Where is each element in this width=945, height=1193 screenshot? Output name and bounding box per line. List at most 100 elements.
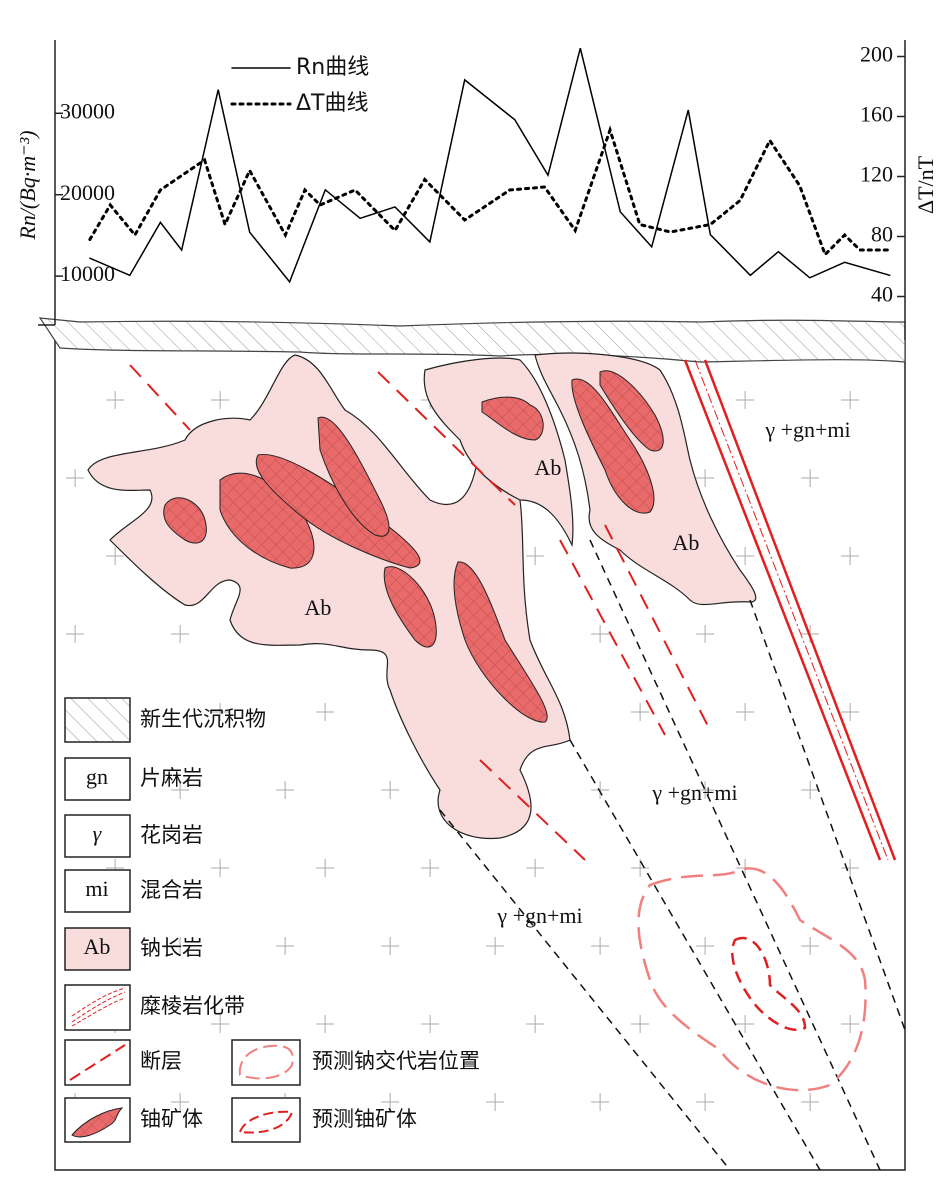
section-frame bbox=[54, 325, 906, 1171]
cross bbox=[736, 703, 755, 721]
cross bbox=[591, 781, 610, 799]
cross bbox=[211, 859, 230, 877]
y-tick-label: 30000 bbox=[60, 98, 115, 123]
legend-symbol: γ bbox=[93, 821, 103, 846]
y2-axis-label: ΔT/nT bbox=[913, 155, 938, 214]
albitite bbox=[87, 354, 571, 840]
cross bbox=[801, 1093, 820, 1111]
cross bbox=[171, 937, 190, 955]
cross bbox=[736, 391, 755, 409]
fault bbox=[129, 364, 191, 431]
ore-body bbox=[453, 561, 548, 723]
mylonite-zone bbox=[683, 359, 897, 861]
legend-swatch bbox=[64, 869, 131, 913]
cross bbox=[591, 937, 610, 955]
rock-label: γ +gn+mi bbox=[651, 780, 737, 805]
rock-label: Ab bbox=[673, 530, 700, 555]
y2-tick-label: 200 bbox=[860, 42, 893, 67]
cross bbox=[631, 1015, 650, 1033]
cross bbox=[526, 859, 545, 877]
cross bbox=[66, 625, 85, 643]
cross bbox=[106, 391, 125, 409]
legend-label: 断层 bbox=[140, 1049, 182, 1073]
data-line bbox=[89, 47, 891, 284]
cross bbox=[526, 547, 545, 565]
cross bbox=[276, 937, 295, 955]
ore-body bbox=[383, 566, 437, 648]
legend-label: 花岗岩 bbox=[140, 823, 203, 847]
y-tick-label: 20000 bbox=[60, 180, 115, 205]
cross bbox=[631, 703, 650, 721]
ore-body bbox=[255, 453, 421, 569]
legend-label: ΔT曲线 bbox=[296, 91, 369, 116]
cross bbox=[486, 1093, 505, 1111]
cross bbox=[316, 1015, 335, 1033]
cross bbox=[171, 781, 190, 799]
sediment-layer bbox=[38, 317, 906, 363]
cross bbox=[106, 547, 125, 565]
legend-label: 预测钠交代岩位置 bbox=[312, 1049, 480, 1073]
legend bbox=[64, 697, 301, 1143]
cross bbox=[211, 1015, 230, 1033]
cross bbox=[381, 1093, 400, 1111]
fault bbox=[559, 539, 666, 736]
cross bbox=[591, 1093, 610, 1111]
predicted-albitite bbox=[637, 867, 867, 1092]
cross bbox=[276, 781, 295, 799]
ore-body bbox=[219, 472, 315, 569]
cross bbox=[591, 625, 610, 643]
legend-symbol: mi bbox=[85, 876, 108, 901]
cross bbox=[486, 937, 505, 955]
cross bbox=[526, 1015, 545, 1033]
legend-swatch bbox=[64, 757, 131, 801]
cross bbox=[696, 781, 715, 799]
cross bbox=[211, 703, 230, 721]
fault bbox=[604, 524, 711, 731]
legend-label: 新生代沉积物 bbox=[140, 707, 266, 731]
legend-label: 铀矿体 bbox=[140, 1107, 203, 1131]
cross bbox=[316, 703, 335, 721]
legend-swatch bbox=[64, 814, 131, 858]
y2-tick-label: 120 bbox=[860, 162, 893, 187]
legend-label: 片麻岩 bbox=[140, 766, 203, 790]
cross bbox=[171, 625, 190, 643]
cross bbox=[841, 547, 860, 565]
cross bbox=[696, 937, 715, 955]
legend-swatch bbox=[64, 927, 131, 971]
cross bbox=[66, 469, 85, 487]
rock-label: γ +gn+mi bbox=[496, 903, 582, 928]
y2-tick-label: 80 bbox=[871, 222, 893, 247]
legend-label: Rn曲线 bbox=[296, 55, 369, 80]
cross bbox=[696, 469, 715, 487]
legend-swatch bbox=[64, 1039, 131, 1086]
ore-body bbox=[163, 497, 207, 544]
fault bbox=[377, 371, 516, 506]
cross bbox=[736, 1015, 755, 1033]
legend-label: 糜棱岩化带 bbox=[140, 994, 245, 1018]
cross bbox=[801, 469, 820, 487]
cross bbox=[171, 1093, 190, 1111]
cross bbox=[421, 1015, 440, 1033]
cross bbox=[841, 703, 860, 721]
contact-line bbox=[589, 539, 881, 1171]
albitite bbox=[423, 357, 574, 548]
legend-swatch bbox=[64, 697, 131, 743]
y-axis-label: Rn/(Bq·m⁻³) bbox=[15, 130, 40, 240]
cross bbox=[381, 781, 400, 799]
cross bbox=[841, 1015, 860, 1033]
contacts bbox=[439, 539, 906, 1171]
ore-body bbox=[317, 416, 390, 537]
rock-label: Ab bbox=[305, 595, 332, 620]
rock-label: γ +gn+mi bbox=[764, 417, 850, 442]
contact-line bbox=[749, 599, 906, 1031]
cross bbox=[801, 937, 820, 955]
ore-body bbox=[481, 396, 544, 441]
cross bbox=[696, 1093, 715, 1111]
cross bbox=[381, 937, 400, 955]
cross bbox=[841, 391, 860, 409]
cross bbox=[421, 859, 440, 877]
ore-body bbox=[571, 378, 655, 514]
contact-line bbox=[439, 809, 731, 1171]
cross bbox=[211, 391, 230, 409]
